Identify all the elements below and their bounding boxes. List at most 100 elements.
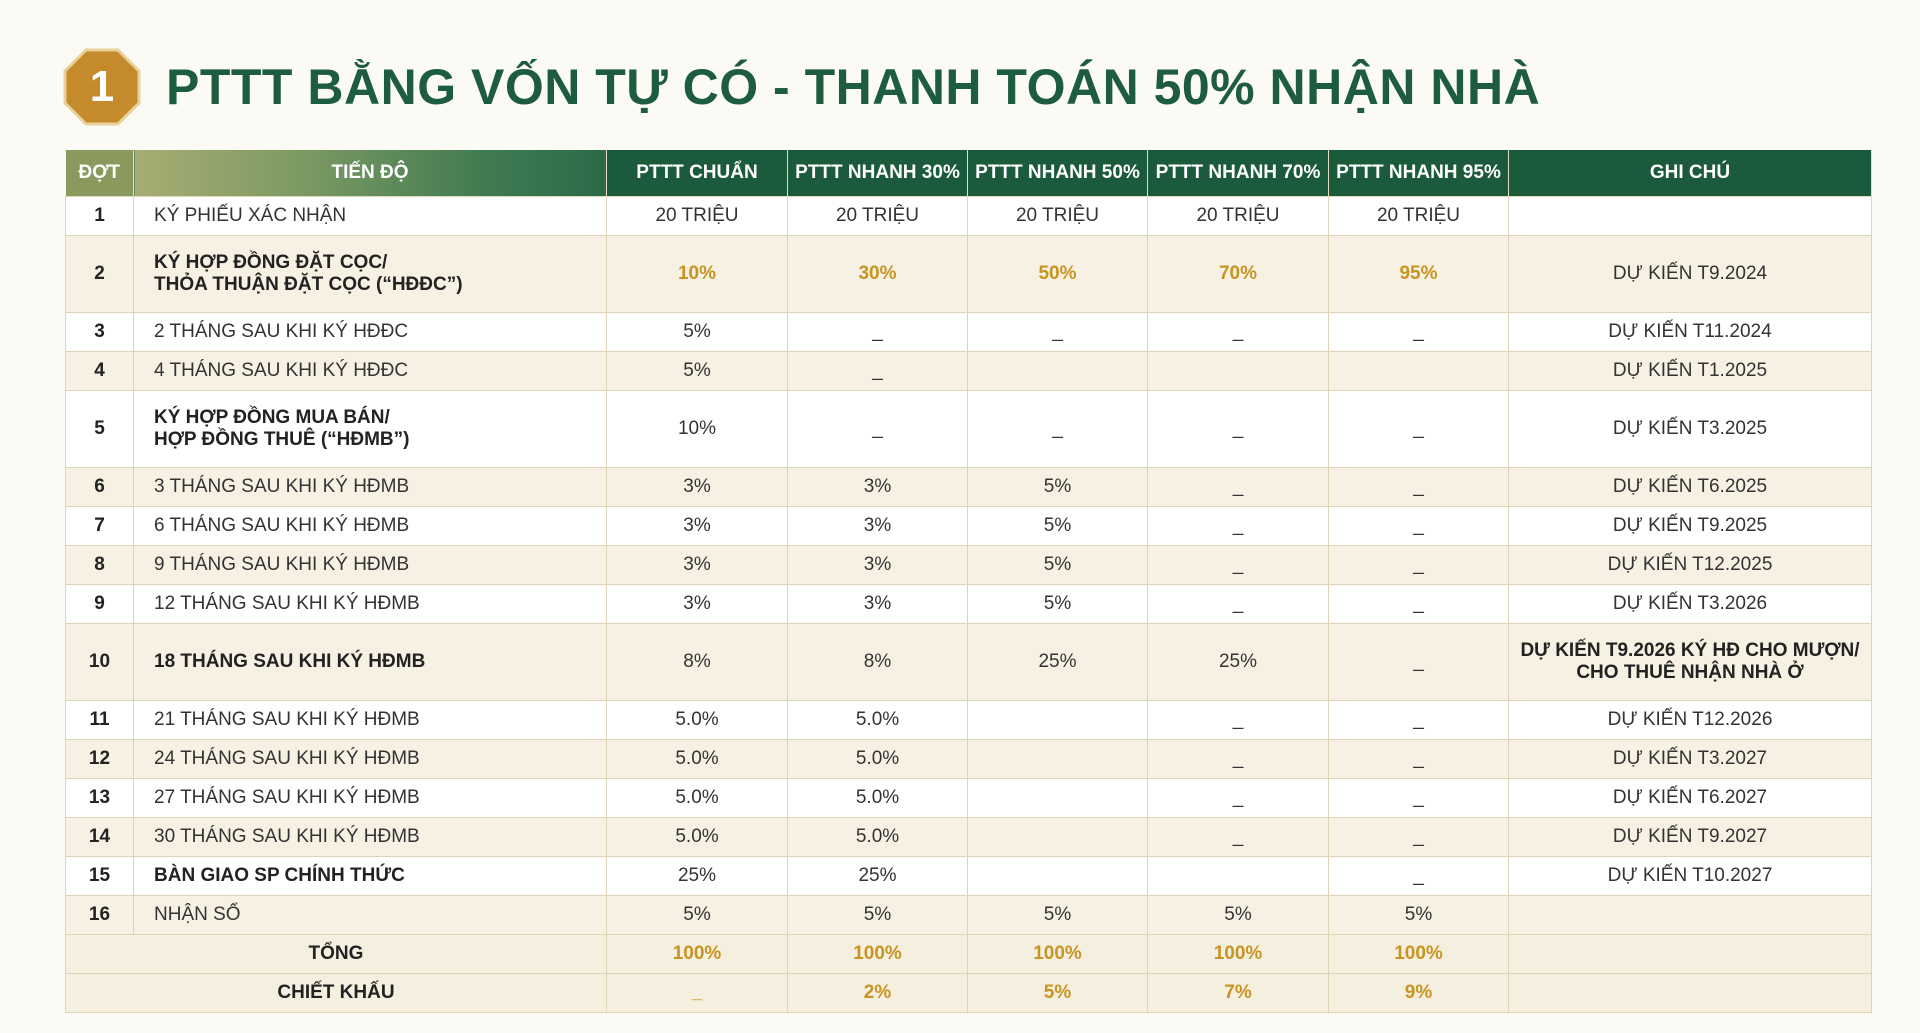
- total-row-value: 100%: [967, 934, 1148, 974]
- row-value: _: [1328, 817, 1509, 857]
- row-value: 5%: [1328, 895, 1509, 935]
- total-row-value: 100%: [1147, 934, 1329, 974]
- col-header-dot: ĐỢT: [65, 150, 134, 197]
- row-value: 5%: [606, 895, 788, 935]
- row-value: _: [1328, 390, 1509, 468]
- col-header-fast-50: PTTT NHANH 50%: [967, 150, 1148, 197]
- row-value: 70%: [1147, 235, 1329, 313]
- table-row: 5 KÝ HỢP ĐỒNG MUA BÁN/ HỢP ĐỒNG THUÊ (“HĐ…: [65, 390, 1872, 468]
- table-row: 14 30 THÁNG SAU KHI KÝ HĐMB 5.0% 5.0% _ _ DỰ K…: [65, 817, 1872, 857]
- row-stage: 6 THÁNG SAU KHI KÝ HĐMB: [133, 506, 607, 546]
- row-note: DỰ KIẾN T6.2027: [1508, 778, 1872, 818]
- row-value: 25%: [1147, 623, 1329, 701]
- row-stage: 12 THÁNG SAU KHI KÝ HĐMB: [133, 584, 607, 624]
- row-value: 30%: [787, 235, 968, 313]
- row-value: _: [1328, 623, 1509, 701]
- row-value: 5.0%: [606, 739, 788, 779]
- row-value: _: [1328, 778, 1509, 818]
- table-header-row: ĐỢT TIẾN ĐỘ PTTT CHUẨN PTTT NHANH 30% PT…: [65, 150, 1872, 197]
- row-dot: 7: [65, 506, 134, 546]
- row-stage: 21 THÁNG SAU KHI KÝ HĐMB: [133, 700, 607, 740]
- row-dot: 3: [65, 312, 134, 352]
- row-dot: 15: [65, 856, 134, 896]
- total-row-value: 100%: [606, 934, 788, 974]
- row-value: 3%: [787, 467, 968, 507]
- row-value: _: [967, 390, 1148, 468]
- total-row: TỔNG 100% 100% 100% 100% 100%: [65, 934, 1872, 974]
- row-value: _: [1147, 778, 1329, 818]
- row-value: _: [1328, 467, 1509, 507]
- row-dot: 9: [65, 584, 134, 624]
- row-value: 5.0%: [606, 817, 788, 857]
- table-row: 1 KÝ PHIẾU XÁC NHẬN 20 TRIỆU 20 TRIỆU 20 TRI…: [65, 196, 1872, 236]
- row-value: 3%: [606, 584, 788, 624]
- row-value: 25%: [787, 856, 968, 896]
- page-title: PTTT BẰNG VỐN TỰ CÓ - THANH TOÁN 50% NHẬ…: [166, 59, 1541, 115]
- row-value: 5%: [967, 584, 1148, 624]
- row-stage: 9 THÁNG SAU KHI KÝ HĐMB: [133, 545, 607, 585]
- discount-row: CHIẾT KHẤU _ 2% 5% 7% 9%: [65, 973, 1872, 1013]
- row-value: 5%: [967, 506, 1148, 546]
- row-note: [1508, 895, 1872, 935]
- row-note: DỰ KIẾN T3.2025: [1508, 390, 1872, 468]
- row-value: 5.0%: [787, 739, 968, 779]
- row-value: 20 TRIỆU: [967, 196, 1148, 236]
- table-row: 9 12 THÁNG SAU KHI KÝ HĐMB 3% 3% 5% _ _ DỰ KIẾN…: [65, 584, 1872, 624]
- row-value: 5%: [967, 895, 1148, 935]
- row-dot: 1: [65, 196, 134, 236]
- table-row: 16 NHẬN SỔ 5% 5% 5% 5% 5%: [65, 895, 1872, 935]
- row-note: DỰ KIẾN T9.2026 KÝ HĐ CHO MƯỢN/ CHO THUÊ…: [1508, 623, 1872, 701]
- row-value: [967, 778, 1148, 818]
- row-dot: 4: [65, 351, 134, 391]
- table-row: 15 BÀN GIAO SP CHÍNH THỨC 25% 25% _ DỰ KIẾN T…: [65, 856, 1872, 896]
- table-row: 2 KÝ HỢP ĐỒNG ĐẶT CỌC/ THỎA THUẬN ĐẶT CỌC…: [65, 235, 1872, 313]
- row-value: [967, 817, 1148, 857]
- discount-row-value: 5%: [967, 973, 1148, 1013]
- row-value: 5.0%: [606, 700, 788, 740]
- row-value: [1147, 856, 1329, 896]
- row-value: 95%: [1328, 235, 1509, 313]
- row-stage: KÝ PHIẾU XÁC NHẬN: [133, 196, 607, 236]
- row-value: 20 TRIỆU: [787, 196, 968, 236]
- row-note: DỰ KIẾN T3.2026: [1508, 584, 1872, 624]
- row-value: [1147, 351, 1329, 391]
- row-note: [1508, 196, 1872, 236]
- page-header: 1 PTTT BẰNG VỐN TỰ CÓ - THANH TOÁN 50% N…: [62, 42, 1540, 132]
- col-header-fast-95: PTTT NHANH 95%: [1328, 150, 1509, 197]
- row-value: _: [1147, 817, 1329, 857]
- row-value: _: [1328, 545, 1509, 585]
- row-value: _: [787, 390, 968, 468]
- row-note: DỰ KIẾN T6.2025: [1508, 467, 1872, 507]
- row-value: 50%: [967, 235, 1148, 313]
- row-note: DỰ KIẾN T1.2025: [1508, 351, 1872, 391]
- row-note: DỰ KIẾN T9.2024: [1508, 235, 1872, 313]
- total-row-value: 100%: [1328, 934, 1509, 974]
- row-stage: 30 THÁNG SAU KHI KÝ HĐMB: [133, 817, 607, 857]
- row-dot: 11: [65, 700, 134, 740]
- row-note: DỰ KIẾN T3.2027: [1508, 739, 1872, 779]
- discount-row-value: _: [606, 973, 788, 1013]
- row-value: _: [1147, 739, 1329, 779]
- row-value: [967, 700, 1148, 740]
- row-stage: BÀN GIAO SP CHÍNH THỨC: [133, 856, 607, 896]
- discount-row-value: 9%: [1328, 973, 1509, 1013]
- badge-number: 1: [89, 62, 115, 111]
- row-value: 5%: [967, 467, 1148, 507]
- row-value: 3%: [787, 584, 968, 624]
- row-note: DỰ KIẾN T10.2027: [1508, 856, 1872, 896]
- table-row: 10 18 THÁNG SAU KHI KÝ HĐMB 8% 8% 25% 25% _ DỰ …: [65, 623, 1872, 701]
- row-value: [967, 856, 1148, 896]
- row-value: 10%: [606, 390, 788, 468]
- row-dot: 14: [65, 817, 134, 857]
- row-value: _: [1328, 700, 1509, 740]
- row-stage: NHẬN SỔ: [133, 895, 607, 935]
- row-dot: 12: [65, 739, 134, 779]
- row-value: _: [787, 312, 968, 352]
- row-value: 20 TRIỆU: [1147, 196, 1329, 236]
- row-note: DỰ KIẾN T12.2025: [1508, 545, 1872, 585]
- row-value: _: [787, 351, 968, 391]
- row-value: 25%: [606, 856, 788, 896]
- row-dot: 5: [65, 390, 134, 468]
